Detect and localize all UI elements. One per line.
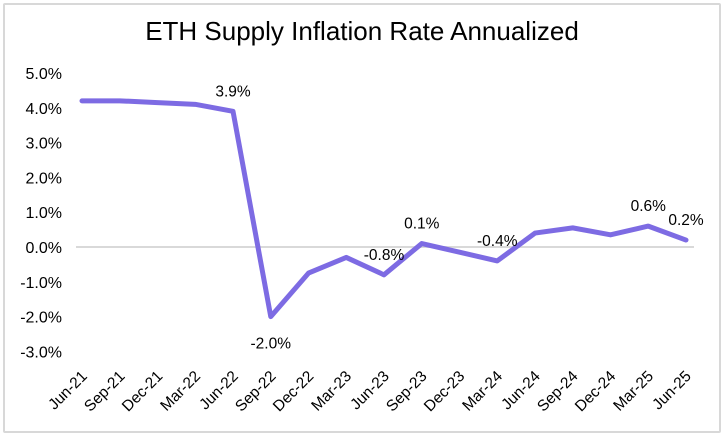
x-axis-tick-label: Sep-24 bbox=[534, 368, 582, 416]
y-axis-tick-label: 0.0% bbox=[26, 240, 62, 257]
data-label: 0.1% bbox=[404, 216, 440, 233]
y-axis-tick-label: 2.0% bbox=[26, 170, 62, 187]
x-axis-tick-label: Sep-21 bbox=[81, 368, 128, 415]
y-axis-tick-label: -1.0% bbox=[20, 275, 62, 292]
x-axis-tick-label: Dec-22 bbox=[270, 368, 317, 415]
x-axis-tick-label: Dec-21 bbox=[119, 368, 166, 415]
x-axis-tick-label: Mar-22 bbox=[157, 368, 204, 415]
y-axis-tick-label: 1.0% bbox=[26, 205, 62, 222]
chart-frame bbox=[3, 3, 721, 433]
x-axis-tick-label: Mar-25 bbox=[610, 368, 657, 415]
x-axis-tick-label: Dec-24 bbox=[572, 368, 620, 416]
y-axis-tick-label: 5.0% bbox=[26, 66, 62, 83]
y-axis-tick-label: 4.0% bbox=[26, 101, 62, 118]
data-label: -0.8% bbox=[364, 247, 405, 264]
data-label: 0.6% bbox=[631, 198, 667, 215]
series-line bbox=[79, 98, 689, 320]
y-axis-tick-label: 3.0% bbox=[26, 136, 62, 153]
x-axis-tick-label: Sep-23 bbox=[383, 368, 430, 415]
data-label: -2.0% bbox=[251, 336, 292, 353]
x-axis-tick-label: Mar-23 bbox=[308, 368, 355, 415]
x-axis-tick-label: Jun-25 bbox=[649, 368, 695, 414]
data-label: 3.9% bbox=[215, 83, 251, 100]
chart-title: ETH Supply Inflation Rate Annualized bbox=[145, 16, 579, 46]
y-axis-tick-label: -3.0% bbox=[20, 344, 62, 361]
x-axis-tick-label: Mar-24 bbox=[459, 368, 506, 415]
x-axis-tick-label: Sep-22 bbox=[232, 368, 279, 415]
y-axis-tick-label: -2.0% bbox=[20, 310, 62, 327]
x-axis-tick-label: Dec-23 bbox=[421, 368, 468, 415]
data-label: -0.4% bbox=[477, 233, 518, 250]
data-label: 0.2% bbox=[668, 212, 704, 229]
